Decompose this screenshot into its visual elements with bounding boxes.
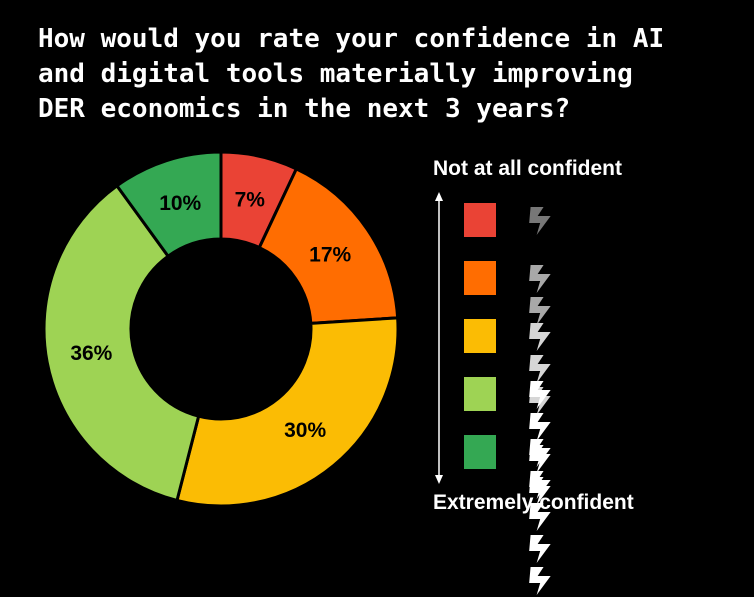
bolt-rating-2 [522,263,563,325]
slice-label-3: 30% [284,419,326,442]
legend-swatch-2 [464,261,496,295]
chart-title: How would you rate your confidence in AI… [38,22,738,127]
donut-slice-5 [114,150,223,259]
lightning-bolt-icon [529,355,551,383]
lightning-bolt-icon [529,439,551,467]
lightning-bolt-icon [529,381,551,409]
lightning-bolt-icon [529,297,551,325]
lightning-bolt-icon [529,503,551,531]
lightning-bolt-icon [529,207,551,235]
scale-arrow [435,192,443,484]
legend-swatch-1 [464,203,496,237]
slice-label-2: 17% [309,243,351,266]
lightning-bolt-icon [529,323,551,351]
title-line-1: How would you rate your confidence in AI [38,24,665,54]
bolt-rating-1 [522,205,563,237]
scale-top-label: Not at all confident [433,157,622,180]
slice-label-4: 36% [70,342,112,365]
donut-slice-4 [42,183,201,503]
bolt-rating-3 [522,321,563,415]
slice-label-5: 10% [159,192,201,215]
scale-bottom-label: Extremely confident [433,491,634,514]
lightning-bolt-icon [529,471,551,499]
lightning-bolt-icon [529,265,551,293]
legend-swatch-3 [464,319,496,353]
lightning-bolt-icon [529,413,551,441]
lightning-bolt-icon [529,535,551,563]
donut-slice-3 [175,316,400,508]
title-line-2: and digital tools materially improving [38,59,633,89]
bolt-rating-5 [522,437,563,595]
slice-label-1: 7% [235,189,266,212]
bolt-rating-4 [522,379,563,505]
legend-swatch-5 [464,435,496,469]
lightning-bolt-icon [529,567,551,595]
donut-slice-2 [257,166,400,325]
title-line-3: DER economics in the next 3 years? [38,94,571,124]
donut-chart: 7% 17% 30% 36% 10% [42,150,400,508]
legend-swatch-4 [464,377,496,411]
